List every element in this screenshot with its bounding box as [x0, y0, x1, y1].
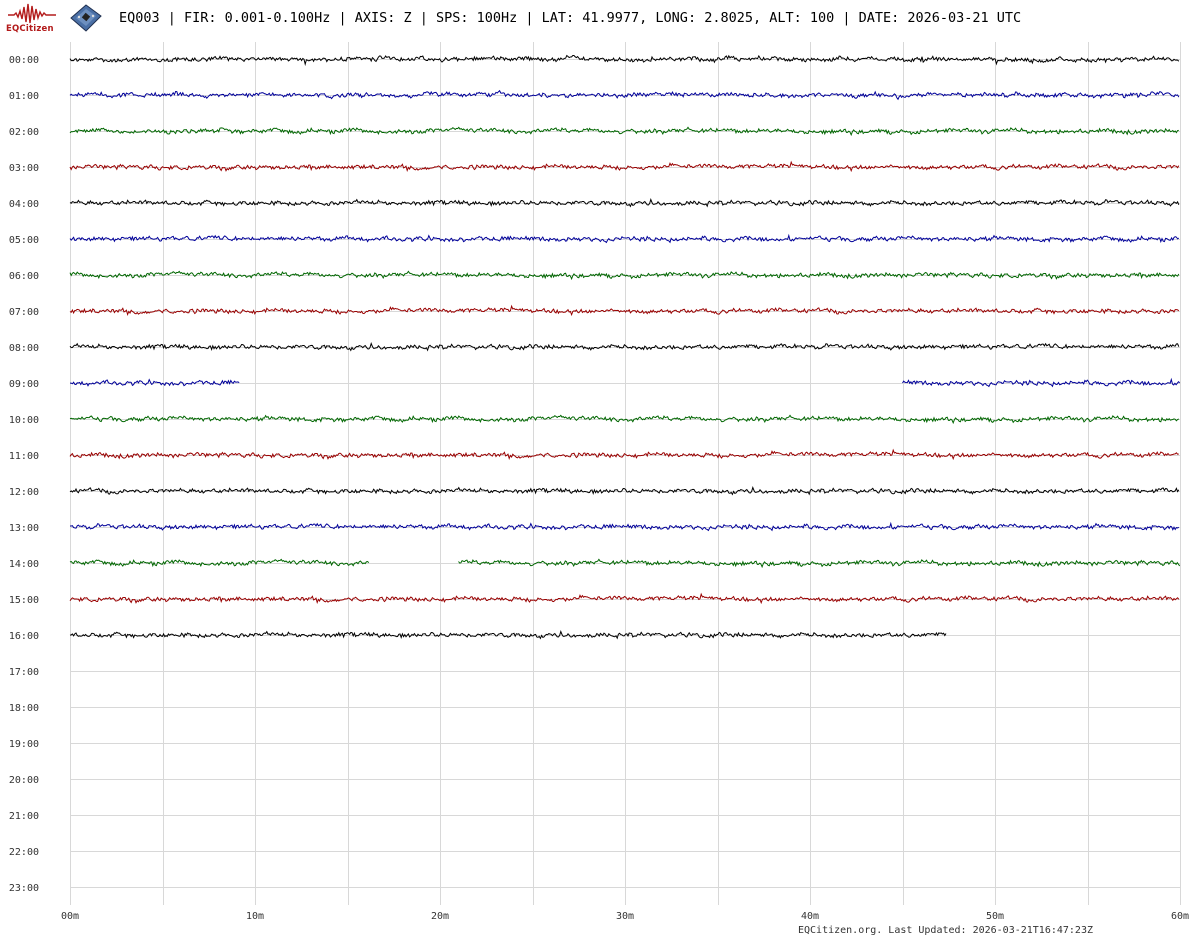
- x-tick-label: 40m: [801, 911, 819, 922]
- row-time-label: 01:00: [9, 91, 39, 102]
- seismic-trace: [69, 198, 1180, 208]
- seismic-trace: [458, 558, 1181, 569]
- sensor-board-icon: [70, 4, 102, 32]
- seismic-trace: [69, 592, 1180, 605]
- seismic-trace: [69, 521, 1180, 532]
- seismic-trace: [69, 233, 1180, 244]
- seismic-trace: [902, 377, 1181, 388]
- row-time-label: 19:00: [9, 739, 39, 750]
- x-tick-label: 10m: [246, 911, 264, 922]
- logo-text: EQCitizen: [6, 24, 54, 34]
- seismic-trace: [69, 558, 370, 568]
- chart-title: EQ003 | FIR: 0.001-0.100Hz | AXIS: Z | S…: [119, 10, 1022, 26]
- axis-labels: 00:00 01:00 02:00 03:00 04:00 05:00 06:00 07:00…: [9, 55, 1189, 922]
- row-time-label: 07:00: [9, 307, 39, 318]
- row-time-label: 12:00: [9, 487, 39, 498]
- row-time-label: 14:00: [9, 559, 39, 570]
- x-tick-label: 50m: [986, 911, 1004, 922]
- row-time-label: 00:00: [9, 55, 39, 66]
- seismic-trace: [69, 486, 1180, 496]
- row-time-label: 05:00: [9, 235, 39, 246]
- x-tick-label: 60m: [1171, 911, 1189, 922]
- x-tick-label: 30m: [616, 911, 634, 922]
- row-time-label: 09:00: [9, 379, 39, 390]
- seismic-trace: [69, 89, 1180, 101]
- row-time-label: 11:00: [9, 451, 39, 462]
- seismic-trace: [69, 160, 1180, 173]
- seismic-trace: [69, 378, 240, 387]
- seismic-trace: [69, 126, 1179, 137]
- seismic-trace: [69, 630, 947, 640]
- row-time-label: 15:00: [9, 595, 39, 606]
- row-time-label: 03:00: [9, 163, 39, 174]
- row-time-label: 22:00: [9, 847, 39, 858]
- x-tick-label: 20m: [431, 911, 449, 922]
- seismograph-wave-icon: [8, 3, 56, 24]
- eqcitizen-logo: EQCitizen: [4, 2, 58, 36]
- row-time-label: 02:00: [9, 127, 39, 138]
- row-time-label: 08:00: [9, 343, 39, 354]
- row-time-label: 06:00: [9, 271, 39, 282]
- row-time-label: 23:00: [9, 883, 39, 894]
- seismic-trace: [69, 54, 1180, 67]
- x-tick-label: 00m: [61, 911, 79, 922]
- row-time-label: 10:00: [9, 415, 39, 426]
- grid-lines: [70, 42, 1181, 905]
- row-time-label: 13:00: [9, 523, 39, 534]
- seismic-trace: [69, 342, 1180, 352]
- seismic-trace: [69, 448, 1179, 461]
- row-time-label: 18:00: [9, 703, 39, 714]
- row-time-label: 04:00: [9, 199, 39, 210]
- seismic-trace: [69, 270, 1180, 281]
- last-updated-footer: EQCitizen.org. Last Updated: 2026-03-21T…: [797, 925, 1093, 936]
- seismic-trace: [69, 304, 1180, 317]
- seismic-trace: [69, 414, 1180, 425]
- row-time-label: 16:00: [9, 631, 39, 642]
- row-time-label: 21:00: [9, 811, 39, 822]
- row-time-label: 20:00: [9, 775, 39, 786]
- seismic-traces: [69, 54, 1181, 640]
- row-time-label: 17:00: [9, 667, 39, 678]
